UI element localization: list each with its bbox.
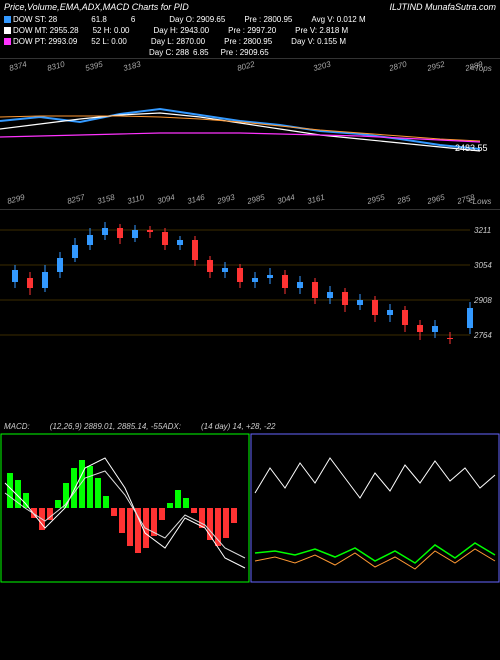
svg-text:3203: 3203: [312, 59, 332, 72]
svg-text:2483.55: 2483.55: [455, 143, 488, 153]
indicator-row-4: Day C: 288 6.85 Pre : 2909.65: [0, 47, 500, 58]
svg-text:<Lows: <Lows: [468, 197, 491, 206]
svg-text:3094: 3094: [156, 192, 176, 205]
svg-text:3158: 3158: [96, 192, 116, 205]
svg-text:<Tops: <Tops: [470, 64, 492, 73]
svg-text:2965: 2965: [425, 192, 446, 206]
svg-text:8310: 8310: [46, 59, 66, 72]
title-left: Price,Volume,EMA,ADX,MACD Charts for PID: [4, 2, 189, 12]
svg-text:2993: 2993: [215, 192, 236, 206]
candle-panel: 3211 3054 2908 2764: [0, 209, 500, 360]
svg-text:285: 285: [395, 194, 412, 207]
dow-pt-swatch: [4, 38, 11, 45]
indicator-row-1: DOW ST: 28 61.8 6 Day O: 2909.65 Pre : 2…: [0, 14, 500, 25]
dow-mt-swatch: [4, 27, 11, 34]
spacer: [0, 360, 500, 420]
title-right: ILJTIND MunafaSutra.com: [389, 2, 496, 12]
svg-text:8022: 8022: [236, 59, 256, 72]
indicator-row-3: DOW PT: 2993.09 52 L: 0.00 Day L: 2870.0…: [0, 36, 500, 47]
bottom-panels: [0, 433, 500, 585]
svg-text:2764: 2764: [473, 331, 492, 340]
svg-text:3146: 3146: [186, 192, 206, 205]
svg-text:3110: 3110: [126, 193, 145, 206]
svg-text:2955: 2955: [365, 192, 386, 206]
svg-text:3211: 3211: [474, 226, 491, 235]
svg-text:3054: 3054: [474, 261, 492, 270]
indicator-row-2: DOW MT: 2955.28 52 H: 0.00 Day H: 2943.0…: [0, 25, 500, 36]
svg-text:2908: 2908: [473, 296, 492, 305]
svg-text:8374: 8374: [8, 59, 28, 72]
chart-header: Price,Volume,EMA,ADX,MACD Charts for PID…: [0, 0, 500, 14]
ema-panel: 837483105395318380223203287029522889<Top…: [0, 58, 500, 209]
svg-text:8257: 8257: [66, 192, 86, 205]
svg-text:5395: 5395: [84, 59, 104, 72]
adx-panel: [250, 433, 500, 585]
svg-text:8299: 8299: [6, 192, 26, 205]
svg-text:2952: 2952: [425, 59, 446, 73]
svg-text:3044: 3044: [276, 192, 296, 205]
macd-panel: [0, 433, 250, 585]
macd-header: MACD: (12,26,9) 2889.01, 2885.14, -55ADX…: [0, 420, 500, 433]
svg-text:2985: 2985: [245, 192, 266, 206]
dow-st-swatch: [4, 16, 11, 23]
svg-text:2870: 2870: [387, 59, 408, 73]
svg-text:3183: 3183: [122, 59, 142, 72]
svg-text:3161: 3161: [306, 193, 326, 206]
